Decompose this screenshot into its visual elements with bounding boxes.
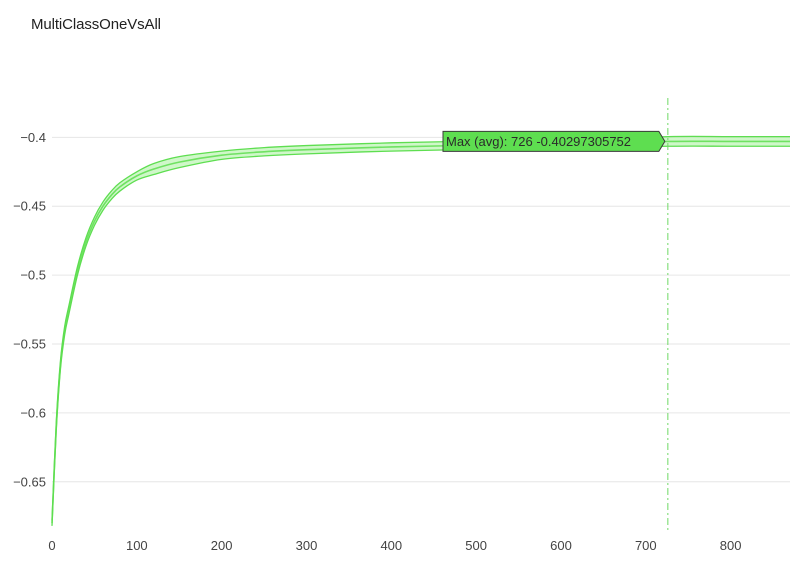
- x-tick-label-0: 0: [48, 538, 55, 553]
- series-0-mean-line[interactable]: [51, 140, 790, 524]
- y-tick-label-3: −0.55: [13, 336, 46, 351]
- y-tick-label-1: −0.45: [13, 199, 46, 214]
- gridlines: [52, 136, 790, 483]
- x-tick-label-5: 500: [465, 538, 487, 553]
- series-group: [51, 135, 790, 526]
- x-tick-label-8: 800: [720, 538, 742, 553]
- x-tick-label-2: 200: [211, 538, 233, 553]
- y-axis-ticks: −0.4 −0.45 −0.5 −0.55 −0.6 −0.65: [13, 130, 46, 489]
- x-tick-label-3: 300: [296, 538, 318, 553]
- y-tick-label-2: −0.5: [20, 268, 46, 283]
- y-tick-label-4: −0.6: [20, 405, 46, 420]
- x-tick-label-6: 600: [550, 538, 572, 553]
- x-tick-label-7: 700: [635, 538, 657, 553]
- x-tick-label-1: 100: [126, 538, 148, 553]
- x-axis-ticks: 0 100 200 300 400 500 600 700 800: [48, 538, 741, 553]
- hover-tooltip-text: Max (avg): 726 -0.40297305752: [446, 134, 631, 149]
- hover-tooltip-box: [442, 130, 666, 152]
- chart-title: MultiClassOneVsAll: [31, 16, 161, 33]
- hover-tooltip: Max (avg): 726 -0.40297305752: [442, 130, 666, 152]
- series-0-lower-line: [51, 145, 790, 526]
- series-0-upper-line: [51, 135, 790, 521]
- x-tick-label-4: 400: [380, 538, 402, 553]
- series-0-band: [52, 136, 790, 526]
- y-tick-label-5: −0.65: [13, 474, 46, 489]
- y-tick-label-0: −0.4: [20, 130, 46, 145]
